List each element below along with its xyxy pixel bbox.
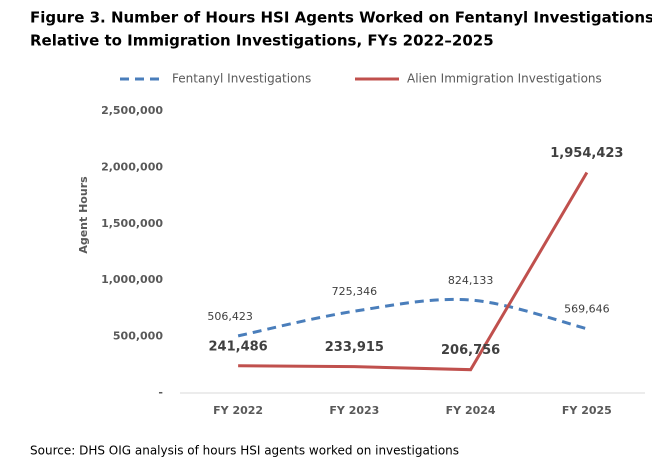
data-label: 233,915	[325, 340, 384, 355]
y-tick-label: 1,000,000	[101, 273, 163, 286]
data-label: 569,646	[564, 303, 610, 316]
y-tick-label: -	[158, 386, 163, 399]
y-tick-label: 2,500,000	[101, 104, 163, 117]
data-label: 1,954,423	[550, 146, 623, 161]
y-tick-label: 2,000,000	[101, 160, 163, 173]
legend-label: Alien Immigration Investigations	[407, 72, 602, 86]
data-label: 506,423	[207, 310, 253, 323]
x-tick-label: FY 2025	[562, 404, 612, 417]
legend-label: Fentanyl Investigations	[172, 72, 311, 86]
data-label: 824,133	[448, 274, 494, 287]
x-tick-label: FY 2024	[446, 404, 496, 417]
series-line	[238, 171, 589, 372]
y-tick-label: 1,500,000	[101, 217, 163, 230]
chart-title: Relative to Immigration Investigations, …	[30, 32, 494, 50]
y-axis-label: Agent Hours	[77, 176, 90, 254]
source-note: Source: DHS OIG analysis of hours HSI ag…	[30, 444, 459, 458]
series-line	[237, 297, 588, 338]
chart-title: Figure 3. Number of Hours HSI Agents Wor…	[30, 9, 652, 27]
data-label: 725,346	[332, 285, 378, 298]
x-tick-label: FY 2023	[329, 404, 379, 417]
data-label: 241,486	[209, 339, 268, 354]
x-tick-label: FY 2022	[213, 404, 263, 417]
data-label: 206,756	[441, 343, 500, 358]
y-tick-label: 500,000	[113, 330, 163, 343]
